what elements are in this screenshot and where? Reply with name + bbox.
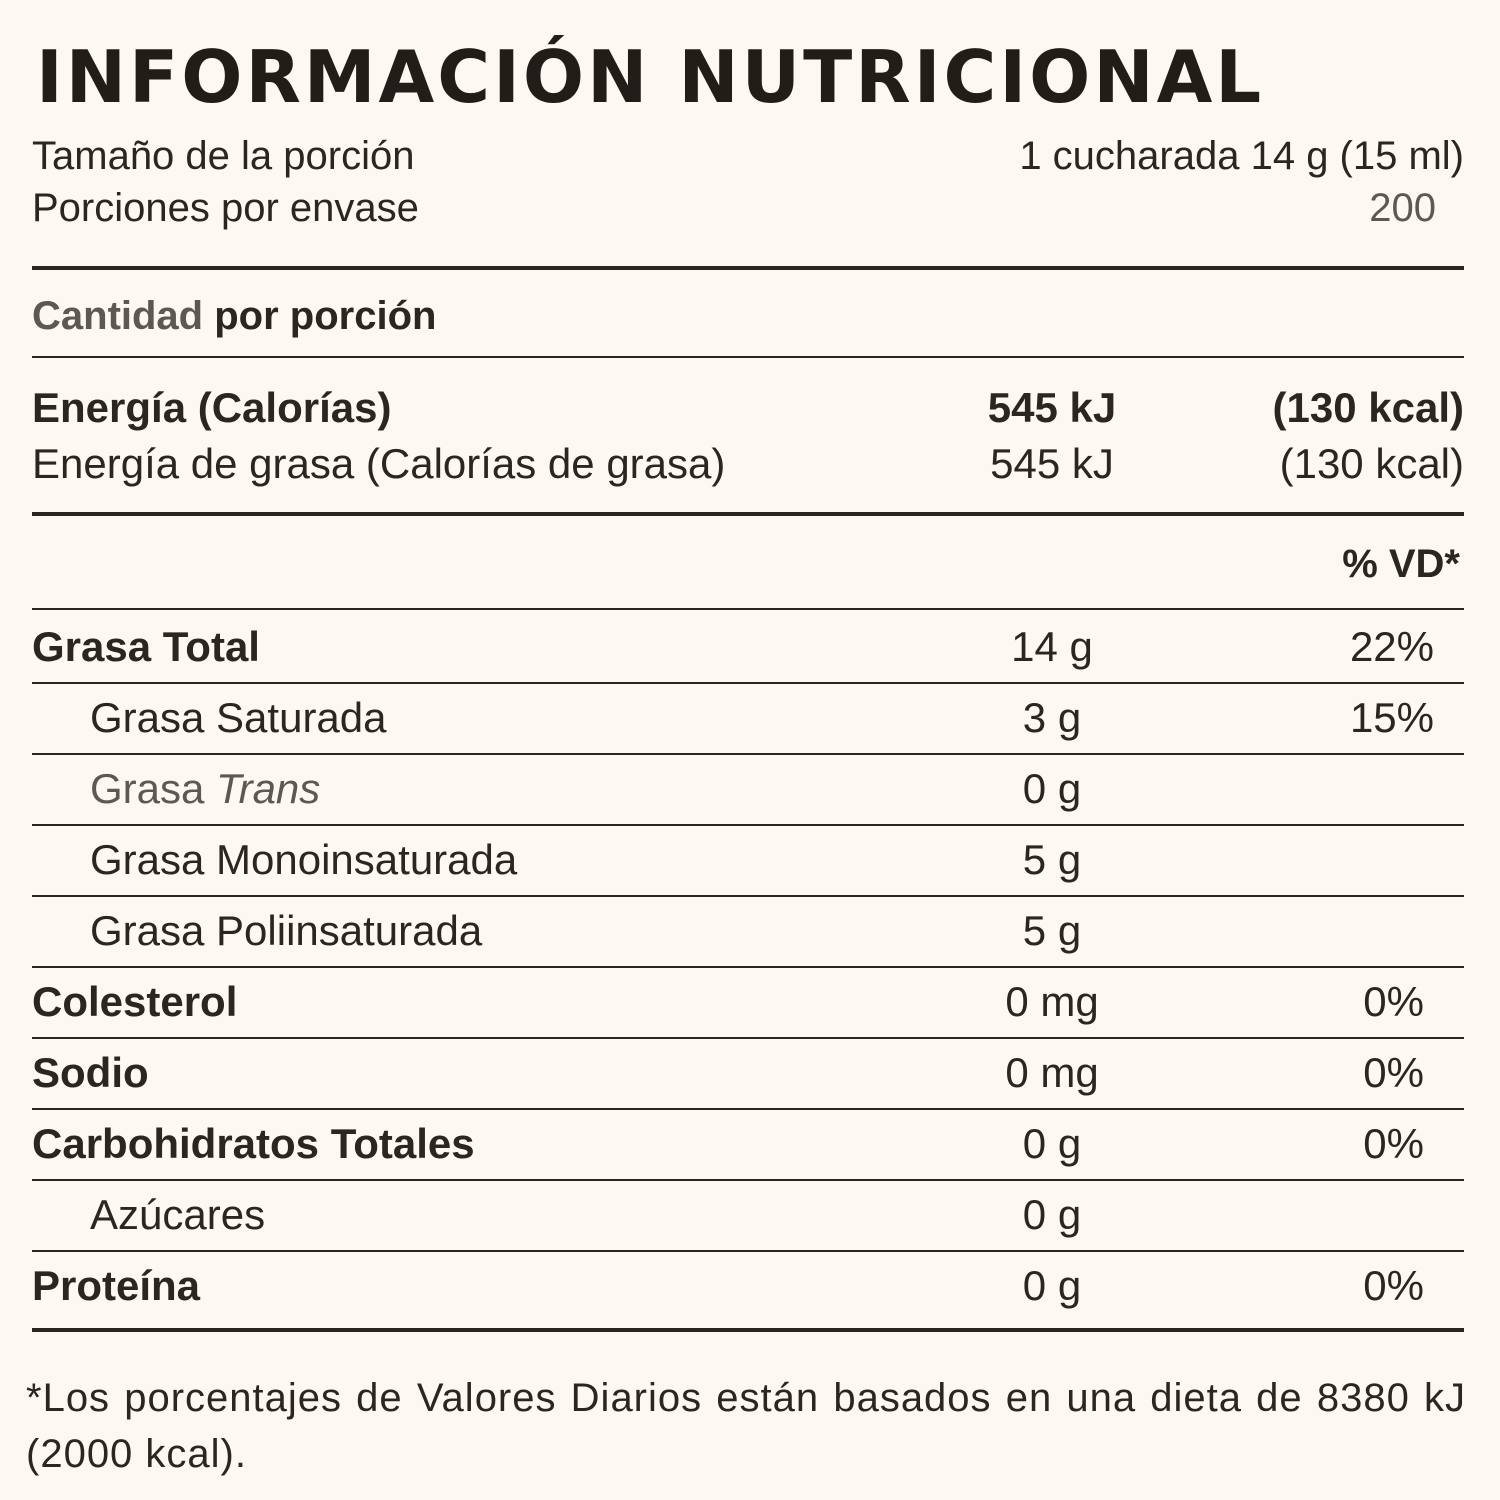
nutrient-row-sodium: Sodio 0 mg 0% [32,1040,1464,1106]
nutrient-row-trans-fat: Grasa Trans 0 g [32,756,1464,822]
nutrient-row-saturated-fat: Grasa Saturada 3 g 15% [32,685,1464,751]
divider [32,512,1464,516]
sodium-label: Sodio [32,1049,149,1096]
nutrient-row-poly-fat: Grasa Poliinsaturada 5 g [32,898,1464,964]
divider [32,1328,1464,1332]
nutrient-row-total-fat: Grasa Total 14 g 22% [32,614,1464,680]
cholesterol-amount: 0 mg [1005,978,1099,1025]
total-fat-dv: 22% [1349,623,1434,670]
serving-size-row: Tamaño de la porción 1 cucharada 14 g (1… [32,130,1464,182]
trans-fat-amount: 0 g [1022,765,1082,812]
trans-fat-label: Grasa Trans [90,756,320,822]
sugars-amount: 0 g [1022,1191,1082,1238]
sodium-amount: 0 mg [1005,1049,1099,1096]
divider [32,356,1464,358]
divider [32,753,1464,755]
label-title: INFORMACIÓN NUTRICIONAL [36,35,1265,119]
daily-value-footnote: *Los porcentajes de Valores Diarios está… [26,1376,1466,1476]
protein-amount: 0 g [1022,1262,1082,1309]
energy-fat-kcal: (130 kcal) [1279,440,1464,487]
energy-label: Energía (Calorías) [32,384,392,431]
poly-fat-label: Grasa Poliinsaturada [90,907,483,954]
carbs-amount: 0 g [1022,1120,1082,1167]
saturated-fat-label: Grasa Saturada [90,694,387,741]
trans-fat-label-italic: Trans [216,765,321,812]
carbs-label: Carbohidratos Totales [32,1120,475,1167]
divider [32,895,1464,897]
energy-fat-kj: 545 kJ [990,440,1114,487]
amount-per-serving-row: Cantidad por porción [32,286,1464,346]
sugars-label: Azúcares [90,1191,266,1238]
divider [32,1108,1464,1110]
dv-header-row: % VD* [32,534,1464,594]
energy-fat-label: Energía de grasa (Calorías de grasa) [32,440,726,487]
energy-row: Energía (Calorías) 545 kJ (130 kcal) [32,380,1464,436]
amount-word: Cantidad [32,294,204,338]
nutrition-facts-label: INFORMACIÓN NUTRICIONAL Tamaño de la por… [26,18,1465,1488]
serving-size-value: 1 cucharada 14 g (15 ml) [1019,134,1464,178]
divider [32,824,1464,826]
carbs-dv: 0% [1363,1120,1424,1167]
divider [32,608,1464,610]
nutrient-row-cholesterol: Colesterol 0 mg 0% [32,969,1464,1035]
sodium-dv: 0% [1363,1049,1424,1096]
trans-fat-label-prefix: Grasa [90,765,205,812]
saturated-fat-dv: 15% [1349,694,1434,741]
total-fat-amount: 14 g [1011,623,1093,670]
divider [32,1250,1464,1252]
poly-fat-amount: 5 g [1022,907,1082,954]
total-fat-label: Grasa Total [32,623,260,670]
divider [32,266,1464,270]
dv-header: % VD* [1342,542,1460,586]
divider [32,1179,1464,1181]
protein-dv: 0% [1363,1262,1424,1309]
divider [32,966,1464,968]
divider [32,682,1464,684]
servings-per-container-label: Porciones por envase [32,186,419,230]
nutrient-row-carbs: Carbohidratos Totales 0 g 0% [32,1111,1464,1177]
cholesterol-dv: 0% [1363,978,1424,1025]
divider [32,1037,1464,1039]
saturated-fat-amount: 3 g [1022,694,1082,741]
mono-fat-label: Grasa Monoinsaturada [90,836,518,883]
amount-per-serving-label: Cantidad por porción [32,286,436,346]
energy-kj: 545 kJ [987,384,1117,431]
nutrient-row-sugars: Azúcares 0 g [32,1182,1464,1248]
energy-fat-row: Energía de grasa (Calorías de grasa) 545… [32,436,1464,492]
servings-per-container-row: Porciones por envase 200 [32,182,1464,234]
protein-label: Proteína [32,1262,201,1309]
nutrient-row-protein: Proteína 0 g 0% [32,1253,1464,1319]
mono-fat-amount: 5 g [1022,836,1082,883]
cholesterol-label: Colesterol [32,978,238,1025]
energy-kcal: (130 kcal) [1272,384,1464,431]
nutrient-row-mono-fat: Grasa Monoinsaturada 5 g [32,827,1464,893]
per-serving-word: por porción [214,294,437,338]
servings-per-container-value: 200 [1369,186,1436,230]
serving-size-label: Tamaño de la porción [32,134,415,178]
